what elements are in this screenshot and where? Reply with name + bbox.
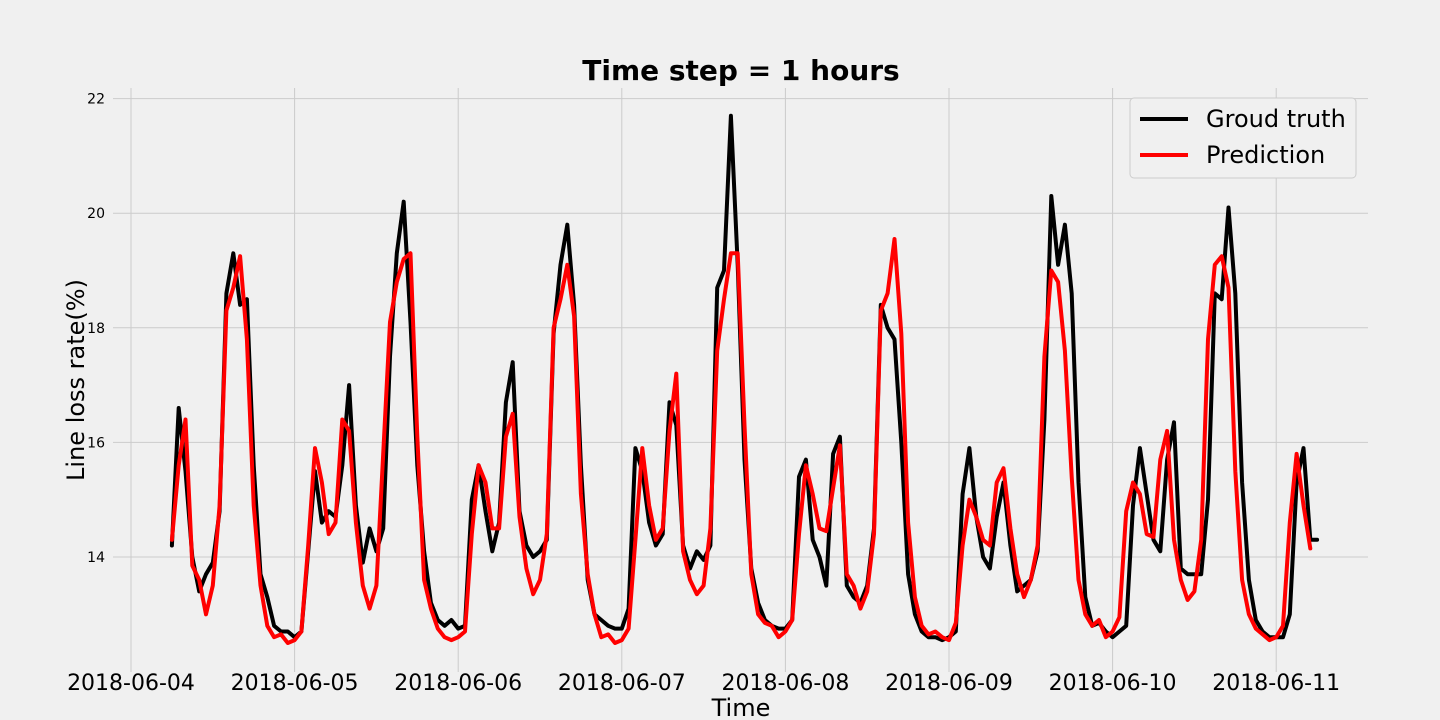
chart-title: Time step = 1 hours: [582, 54, 899, 87]
legend-label-prediction: Prediction: [1206, 141, 1325, 169]
y-tick-label: 14: [87, 550, 105, 566]
x-tick-label: 2018-06-04: [67, 671, 195, 696]
x-tick-labels: 2018-06-04 2018-06-05 2018-06-06 2018-06-07…: [67, 671, 1340, 696]
x-tick-label: 2018-06-05: [231, 671, 359, 696]
y-tick-label: 22: [87, 92, 105, 108]
x-tick-label: 2018-06-06: [394, 671, 522, 696]
y-tick-labels: 14 16 18 20 22: [87, 92, 105, 566]
legend-label-ground-truth: Groud truth: [1206, 105, 1346, 133]
legend: Groud truth Prediction: [1129, 97, 1357, 179]
x-tick-label: 2018-06-11: [1212, 671, 1340, 696]
y-tick-label: 16: [87, 435, 105, 451]
x-axis-label: Time: [711, 694, 771, 720]
x-tick-label: 2018-06-08: [721, 671, 849, 696]
y-tick-label: 18: [87, 321, 105, 337]
y-axis-label: Line loss rate(%): [62, 279, 90, 481]
y-tick-label: 20: [87, 206, 105, 222]
x-tick-label: 2018-06-09: [885, 671, 1013, 696]
series-lines: [169, 113, 1320, 645]
series-line-prediction: [169, 237, 1313, 645]
x-tick-label: 2018-06-07: [558, 671, 686, 696]
x-tick-label: 2018-06-10: [1049, 671, 1177, 696]
